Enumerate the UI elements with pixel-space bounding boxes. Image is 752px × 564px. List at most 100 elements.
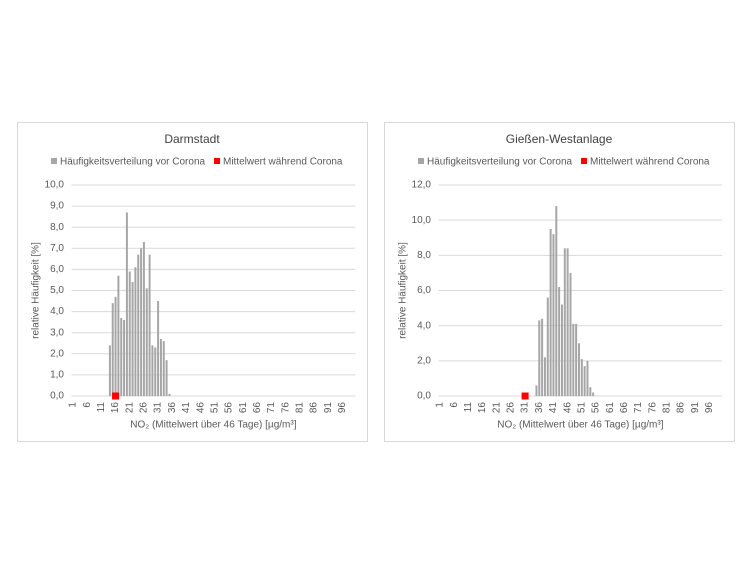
y-tick-label: 6,0 — [50, 264, 64, 275]
bar — [546, 297, 549, 396]
x-tick-label: 41 — [548, 402, 559, 414]
y-tick-label: 9,0 — [50, 201, 64, 212]
x-tick-label: 91 — [690, 402, 701, 414]
y-tick-label: 7,0 — [50, 243, 64, 254]
bar — [549, 228, 552, 396]
x-tick-label: 31 — [520, 402, 531, 414]
x-tick-label: 61 — [605, 402, 616, 414]
x-tick-label: 21 — [124, 402, 135, 414]
legend-swatch — [214, 158, 220, 164]
legend-label: Mittelwert während Corona — [223, 157, 343, 168]
bar — [543, 357, 546, 396]
x-tick-label: 96 — [337, 402, 348, 414]
bar — [131, 282, 134, 396]
x-axis-title: NO₂ (Mittelwert über 46 Tage) [µg/m³] — [497, 420, 663, 431]
bar — [134, 267, 137, 396]
bar — [162, 341, 165, 396]
bar — [151, 345, 154, 396]
y-axis-title: relative Häufigkeit [%] — [398, 242, 409, 339]
x-tick-label: 71 — [266, 402, 277, 414]
bar — [145, 288, 148, 396]
bar — [541, 318, 544, 396]
x-tick-label: 41 — [181, 402, 192, 414]
y-tick-label: 10,0 — [412, 215, 432, 226]
chart-title: Darmstadt — [164, 132, 220, 146]
x-tick-label: 16 — [110, 402, 121, 414]
bar — [140, 248, 143, 396]
y-tick-label: 6,0 — [417, 285, 431, 296]
bar — [580, 359, 583, 396]
x-tick-label: 6 — [82, 402, 93, 408]
y-tick-label: 2,0 — [50, 348, 64, 359]
y-tick-label: 8,0 — [50, 222, 64, 233]
legend-swatch — [51, 158, 57, 164]
bar — [154, 347, 157, 396]
y-tick-label: 2,0 — [417, 355, 431, 366]
x-tick-label: 81 — [295, 402, 306, 414]
x-tick-label: 26 — [506, 402, 517, 414]
bar — [535, 385, 538, 396]
bar — [142, 241, 145, 396]
legend-label: Mittelwert während Corona — [590, 157, 710, 168]
x-tick-label: 11 — [463, 402, 474, 413]
x-tick-label: 21 — [491, 402, 502, 414]
x-tick-label: 51 — [576, 402, 587, 414]
bar — [563, 248, 566, 396]
bar — [125, 212, 128, 396]
chart-title: Gießen-Westanlage — [506, 132, 613, 146]
x-tick-label: 16 — [477, 402, 488, 414]
x-tick-label: 1 — [435, 402, 446, 408]
x-tick-label: 91 — [323, 402, 334, 414]
y-tick-label: 8,0 — [417, 250, 431, 261]
y-axis-title: relative Häufigkeit [%] — [31, 242, 42, 339]
y-tick-label: 3,0 — [50, 327, 64, 338]
bar — [114, 296, 117, 396]
x-tick-label: 6 — [449, 402, 460, 408]
legend-swatch — [418, 158, 424, 164]
y-tick-label: 4,0 — [417, 320, 431, 331]
x-tick-label: 86 — [309, 402, 320, 414]
bar — [575, 323, 578, 396]
legend-label: Häufigkeitsverteilung vor Corona — [60, 157, 206, 168]
bar — [552, 234, 555, 396]
legend-label: Häufigkeitsverteilung vor Corona — [427, 157, 573, 168]
x-tick-label: 56 — [591, 402, 602, 414]
x-tick-label: 66 — [619, 402, 630, 414]
x-tick-label: 31 — [153, 402, 164, 414]
bar — [572, 323, 575, 396]
bar — [108, 345, 111, 396]
y-tick-label: 10,0 — [45, 180, 65, 191]
x-tick-label: 66 — [252, 402, 263, 414]
bar — [577, 343, 580, 396]
x-tick-label: 96 — [704, 402, 715, 414]
bar — [586, 360, 589, 396]
bar — [555, 206, 558, 396]
x-tick-label: 61 — [238, 402, 249, 414]
y-tick-label: 1,0 — [50, 370, 64, 381]
bar — [583, 366, 586, 396]
bar — [592, 392, 595, 396]
bar — [589, 387, 592, 396]
x-tick-label: 81 — [662, 402, 673, 414]
bar — [168, 393, 171, 396]
x-tick-label: 56 — [224, 402, 235, 414]
bar — [137, 254, 140, 396]
y-tick-label: 5,0 — [50, 285, 64, 296]
bar — [120, 317, 123, 396]
x-tick-label: 26 — [139, 402, 150, 414]
x-tick-label: 71 — [633, 402, 644, 414]
y-tick-label: 12,0 — [412, 180, 432, 191]
mean-marker — [521, 392, 529, 400]
x-tick-label: 11 — [96, 402, 107, 413]
bar — [157, 301, 160, 396]
bar — [128, 271, 131, 396]
x-tick-label: 76 — [280, 402, 291, 414]
bar — [148, 254, 151, 396]
bar — [117, 275, 120, 396]
bar — [569, 272, 572, 396]
x-tick-label: 36 — [167, 402, 178, 414]
x-axis-title: NO₂ (Mittelwert über 46 Tage) [µg/m³] — [130, 420, 296, 431]
x-tick-label: 51 — [209, 402, 220, 414]
y-tick-label: 4,0 — [50, 306, 64, 317]
